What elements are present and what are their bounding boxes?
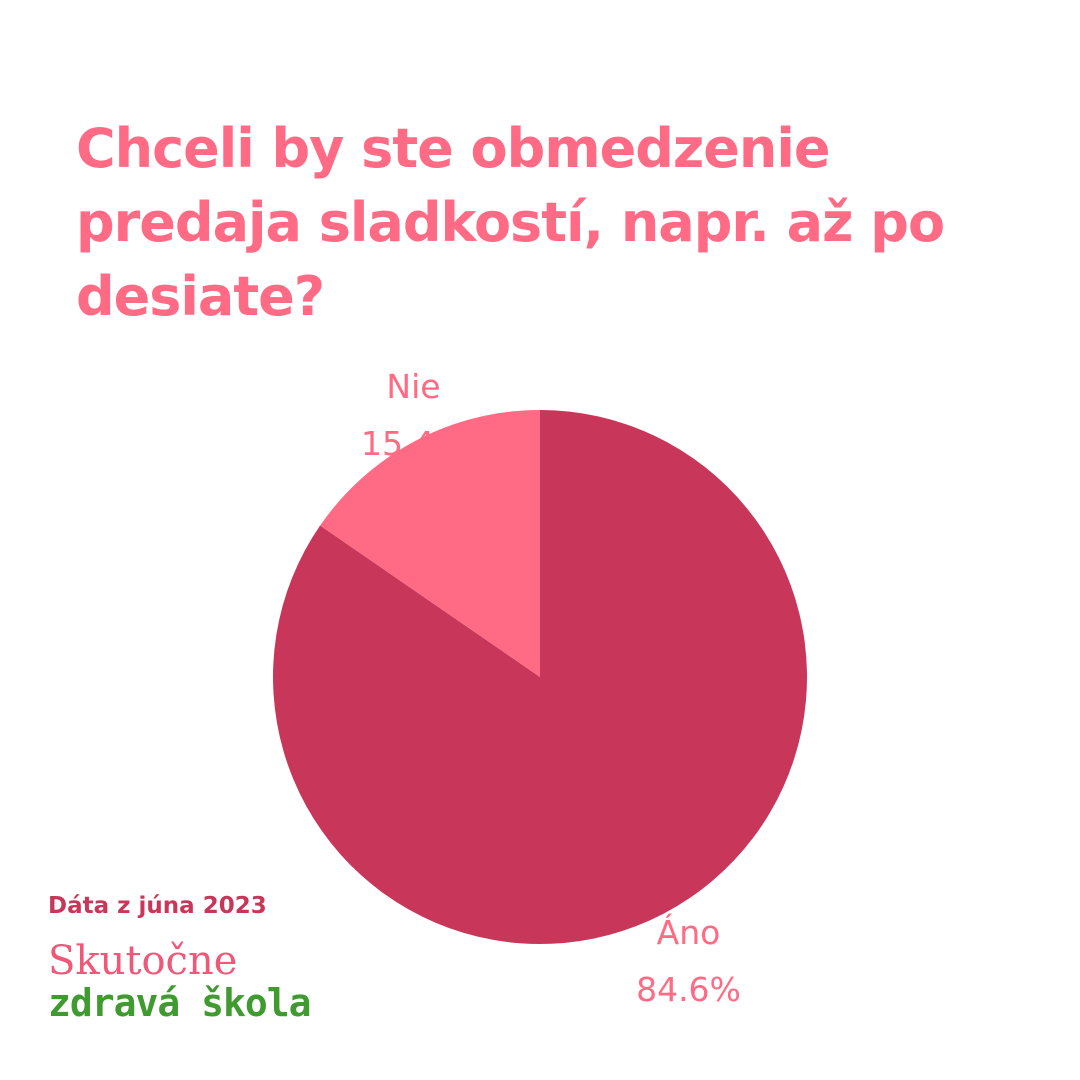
pie-slice-nie	[320, 410, 540, 677]
pie-labels: Áno 84.6% Nie 15.4%	[361, 367, 741, 1009]
slice-label-áno: Áno	[657, 912, 721, 952]
pie-slices	[273, 410, 807, 945]
logo: Skutočne zdravá škola	[48, 938, 312, 1025]
chart-title: Chceli by ste obmedzenie predaja sladkos…	[76, 117, 945, 328]
logo-line-2: zdravá škola	[48, 981, 312, 1025]
slice-label-nie: Nie	[386, 367, 440, 406]
logo-line-1: Skutočne	[48, 938, 238, 984]
data-source-note: Dáta z júna 2023	[48, 893, 267, 919]
slice-value-nie: 15.4%	[361, 424, 466, 463]
slice-value-áno: 84.6%	[636, 970, 741, 1009]
